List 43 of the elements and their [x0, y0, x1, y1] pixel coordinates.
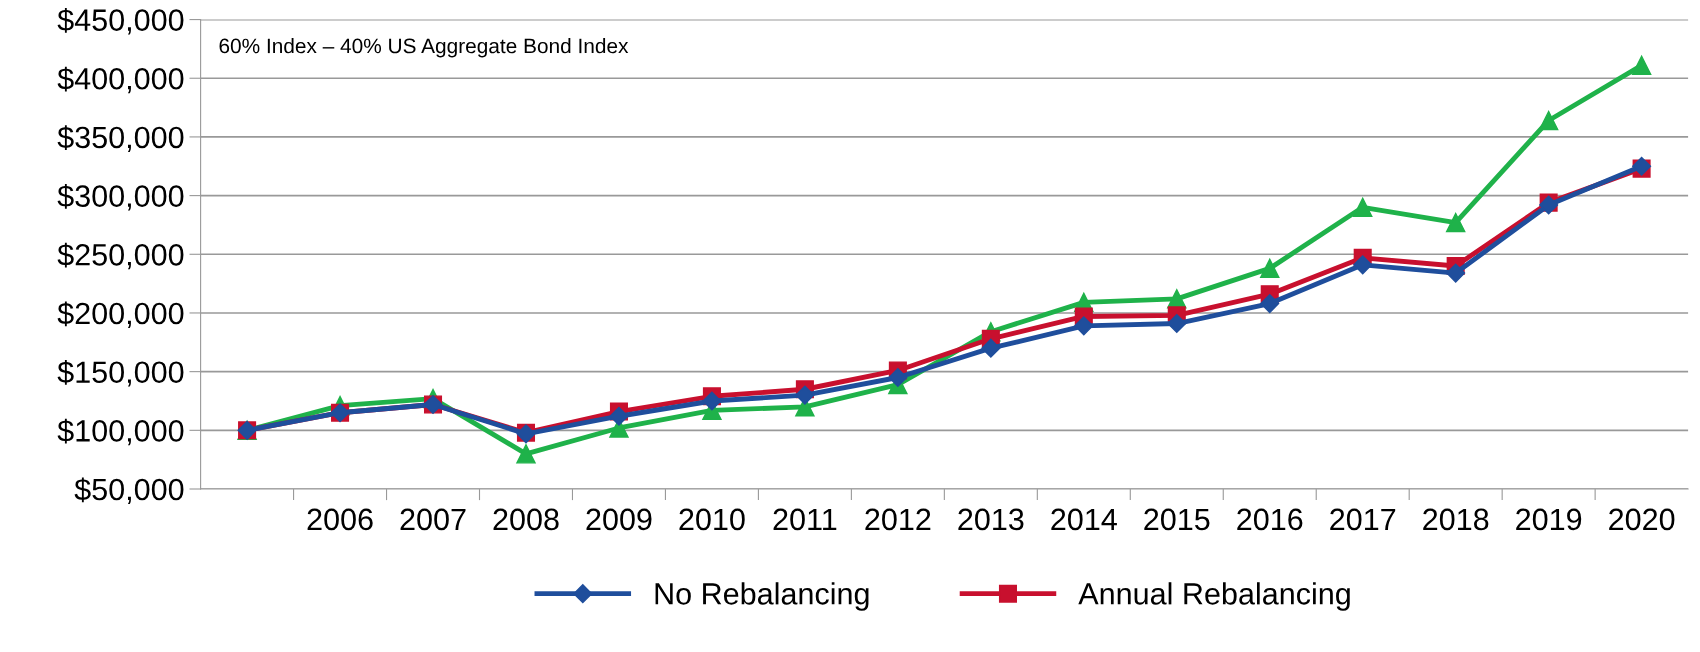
y-tick-label: $300,000	[57, 184, 184, 211]
x-tick-label: 2020	[1609, 508, 1675, 531]
y-tick-label: $150,000	[57, 360, 184, 387]
y-tick-label: $200,000	[57, 301, 184, 328]
x-tick-label: 2017	[1330, 508, 1396, 531]
point	[1353, 255, 1373, 275]
point	[981, 338, 1001, 358]
point	[795, 385, 815, 405]
point	[1631, 55, 1652, 76]
point	[1538, 110, 1559, 131]
x-tick-label: 2018	[1423, 508, 1489, 531]
point	[516, 444, 536, 464]
x-tick-label: 2008	[493, 508, 559, 531]
y-tick-label: $250,000	[57, 242, 184, 270]
x-tick-label: 2014	[1051, 508, 1117, 531]
text: 60% Index – 40% US Aggregate Bond Index	[219, 38, 629, 58]
x-tick-label: 2016	[1237, 508, 1303, 531]
point	[1167, 313, 1187, 334]
point	[888, 367, 908, 388]
legend-label: Annual Rebalancing	[1078, 582, 1350, 611]
point	[609, 406, 629, 426]
point	[1446, 263, 1466, 283]
point	[1260, 258, 1280, 279]
x-tick-label: 2009	[586, 508, 652, 531]
x-tick-label: 2011	[773, 508, 837, 531]
point	[1260, 294, 1280, 314]
x-tick-label: 2010	[679, 508, 745, 531]
x-tick-label: 2006	[307, 508, 373, 531]
x-tick-label: 2007	[400, 508, 466, 531]
point	[1445, 212, 1466, 233]
y-tick-label: $100,000	[57, 418, 184, 446]
x-tick-label: 2013	[958, 508, 1024, 531]
x-tick-label: 2012	[865, 508, 931, 531]
point	[1352, 197, 1373, 218]
point	[1074, 316, 1094, 336]
legend-label: No Rebalancing	[655, 582, 869, 611]
y-tick-label: $350,000	[57, 125, 184, 152]
x-tick-label: 2019	[1516, 508, 1582, 531]
point	[702, 391, 722, 411]
x-tick-label: 2015	[1144, 508, 1210, 531]
y-tick-label: $400,000	[57, 66, 184, 94]
y-tick-label: $450,000	[57, 8, 184, 35]
y-tick-label: $50,000	[74, 477, 184, 504]
